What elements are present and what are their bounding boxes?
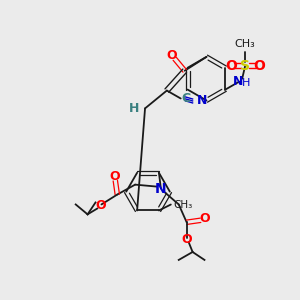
- Text: O: O: [167, 50, 177, 62]
- Text: CH₃: CH₃: [174, 200, 193, 209]
- Text: N: N: [196, 94, 207, 107]
- Text: O: O: [181, 232, 192, 246]
- Text: N: N: [233, 75, 243, 88]
- Text: O: O: [199, 212, 210, 225]
- Text: O: O: [225, 59, 237, 73]
- Text: H: H: [129, 102, 139, 115]
- Text: H: H: [242, 78, 250, 88]
- Text: O: O: [95, 199, 106, 212]
- Text: O: O: [109, 170, 120, 183]
- Text: O: O: [253, 59, 265, 73]
- Text: N: N: [155, 182, 167, 196]
- Text: C: C: [182, 92, 191, 105]
- Text: CH₃: CH₃: [235, 39, 256, 49]
- Text: S: S: [240, 59, 250, 73]
